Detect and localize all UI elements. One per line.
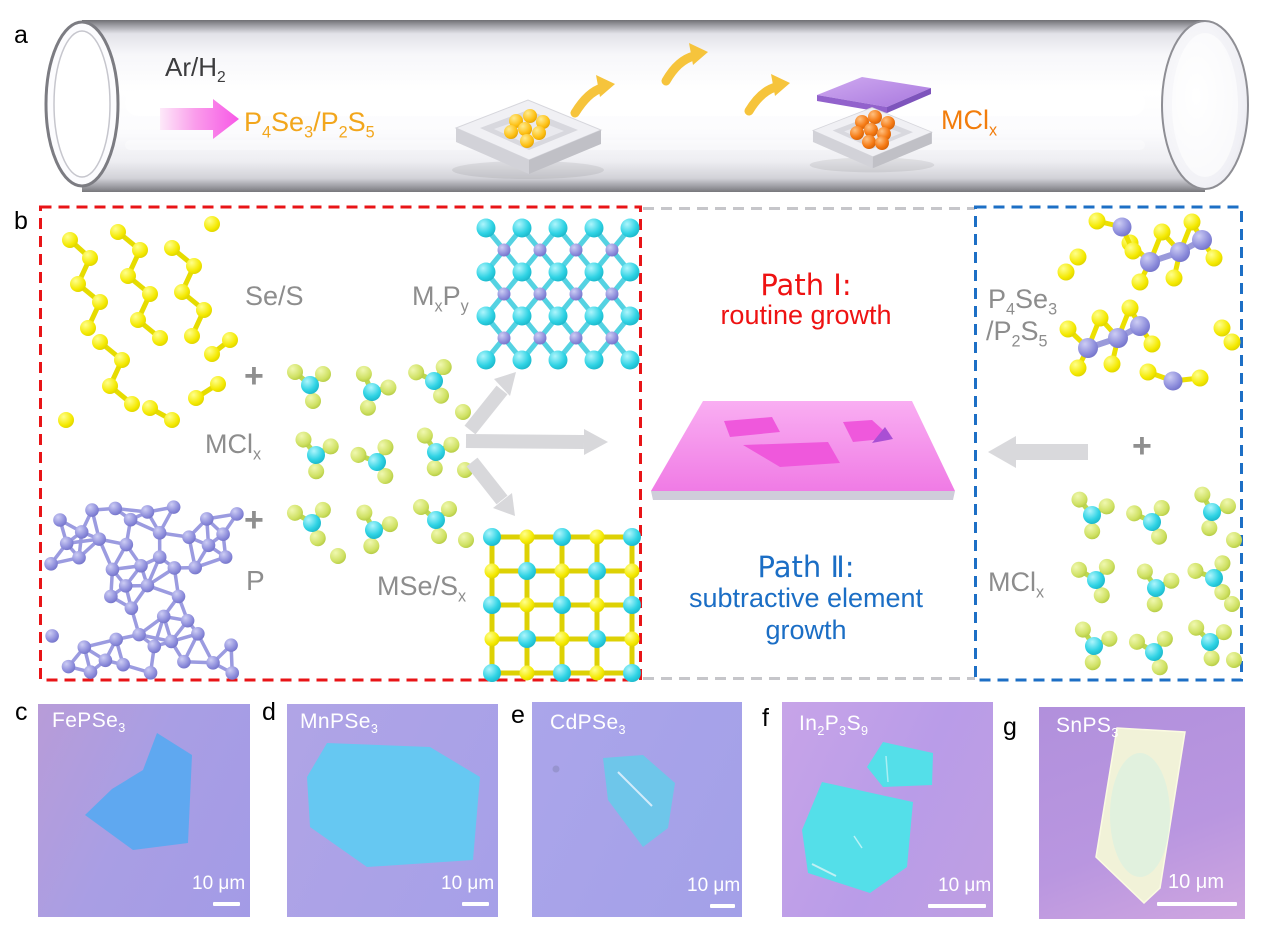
path2-description-line1: subtractive element xyxy=(688,583,924,613)
furnace-tube xyxy=(44,20,1249,192)
mclx-molecules-left xyxy=(286,359,474,564)
msesx-label: MSe/Sx xyxy=(377,571,467,606)
precursor-crucible xyxy=(451,99,605,180)
selenium-sulfur-chains xyxy=(58,216,238,428)
panel-label-f: f xyxy=(762,704,769,732)
scale-bar-e xyxy=(710,904,735,908)
plus-sign-2: + xyxy=(244,501,264,539)
salt-label: MClx xyxy=(941,105,998,140)
scale-text-f: 10 μm xyxy=(938,875,992,896)
scale-text-g: 10 μm xyxy=(1168,871,1224,893)
scale-bar-c xyxy=(213,902,240,906)
scale-bar-d xyxy=(462,902,489,906)
se-s-label: Se/S xyxy=(245,281,304,311)
panel-label-a: a xyxy=(14,21,28,49)
panel-label-e: e xyxy=(511,701,525,729)
salt-crucible xyxy=(809,107,935,173)
mxpy-label: MxPy xyxy=(412,281,469,316)
path1-description: routine growth xyxy=(720,300,892,330)
p2s5-right-label: /P2S5 xyxy=(986,316,1048,351)
mclx-molecules-right xyxy=(1070,486,1242,676)
material-name-in2p3s9: In2P3S9 xyxy=(799,712,869,739)
msesx-lattice xyxy=(483,528,641,682)
salt-powder xyxy=(850,110,895,150)
material-name-cdpse3: CdPSe3 xyxy=(550,711,626,738)
p-label: P xyxy=(246,565,265,596)
p4se3-right-label: P4Se3 xyxy=(988,284,1058,319)
path2-blue-dashed-box xyxy=(974,205,1243,682)
gas-flow-arrow xyxy=(160,99,239,139)
subtractive-path-arrow xyxy=(988,436,1088,468)
path2-title: Path Ⅱ: xyxy=(757,550,855,584)
scale-text-e: 10 μm xyxy=(687,875,741,896)
plus-sign-3: + xyxy=(1132,427,1152,465)
vapor-flow-arrows xyxy=(570,43,790,118)
phosphorus-cluster xyxy=(44,500,244,680)
precursor-powder xyxy=(504,109,550,148)
grown-flakes xyxy=(724,417,893,467)
mclx-right-label: MClx xyxy=(988,567,1045,602)
path1-title: Path Ⅰ: xyxy=(760,268,852,302)
scale-bar-g xyxy=(1157,902,1237,906)
panel-label-d: d xyxy=(262,698,276,726)
precursor-label: P4Se3/P2S5 xyxy=(244,107,375,142)
plus-sign-1: + xyxy=(244,357,264,395)
p4se3-molecules xyxy=(1058,212,1241,391)
scale-text-d: 10 μm xyxy=(441,873,495,894)
growth-substrate-center xyxy=(651,401,955,500)
scale-bar-f xyxy=(928,904,986,908)
scale-text-c: 10 μm xyxy=(192,873,246,894)
gas-label: Ar/H2 xyxy=(165,52,226,87)
reaction-arrows xyxy=(464,372,608,516)
path1-red-dashed-box xyxy=(39,205,642,682)
mclx-left-label: MClx xyxy=(205,429,262,464)
panel-label-b: b xyxy=(14,207,28,235)
material-name-fepse3: FePSe3 xyxy=(52,709,126,736)
panel-label-c: c xyxy=(15,698,28,726)
material-name-snps3: SnPS3 xyxy=(1056,714,1119,741)
growth-substrate-a xyxy=(817,77,931,113)
material-name-mnpse3: MnPSe3 xyxy=(300,710,379,737)
path2-description-line2: growth xyxy=(765,615,847,645)
mxpy-lattice xyxy=(476,218,640,370)
panel-label-g: g xyxy=(1003,713,1017,741)
